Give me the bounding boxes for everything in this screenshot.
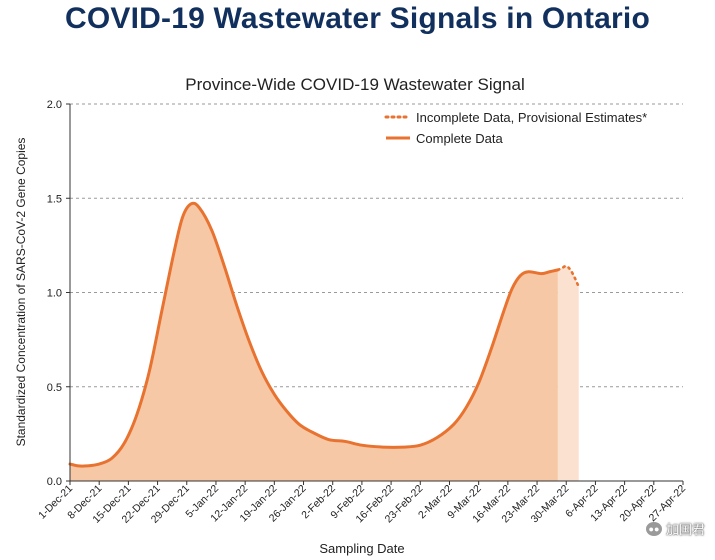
y-tick-label: 1.0 (47, 288, 62, 300)
series-line-1 (556, 264, 581, 289)
legend-label-provisional: Incomplete Data, Provisional Estimates* (416, 110, 647, 125)
y-tick-label: 1.5 (47, 193, 62, 205)
watermark-text: 加国君 (665, 522, 705, 537)
chart-title: Province-Wide COVID-19 Wastewater Signal (185, 75, 525, 94)
axes (66, 103, 684, 485)
wechat-icon: ●● (645, 521, 662, 536)
series-line-0 (68, 201, 560, 468)
y-tick-label: 0.0 (47, 476, 62, 488)
line-layer (68, 201, 581, 468)
area-fill-0 (70, 203, 558, 481)
y-tick-label: 2.0 (47, 99, 62, 111)
y-tick-label: 0.5 (47, 382, 62, 394)
y-tick-labels: 0.0 0.5 1.0 1.5 2.0 (47, 99, 62, 488)
area-layer (70, 203, 579, 481)
page-title: COVID-19 Wastewater Signals in Ontario (65, 2, 650, 35)
legend-label-complete: Complete Data (416, 131, 503, 146)
x-axis-label: Sampling Date (319, 541, 404, 556)
y-axis-label: Standardized Concentration of SARS-CoV-2… (14, 138, 28, 447)
watermark: ●● 加国君 (645, 519, 705, 538)
legend: Incomplete Data, Provisional Estimates* … (384, 110, 647, 146)
area-fill-1 (557, 266, 579, 481)
x-tick-labels: 1-Dec-218-Dec-2115-Dec-2122-Dec-2129-Dec… (36, 483, 688, 526)
